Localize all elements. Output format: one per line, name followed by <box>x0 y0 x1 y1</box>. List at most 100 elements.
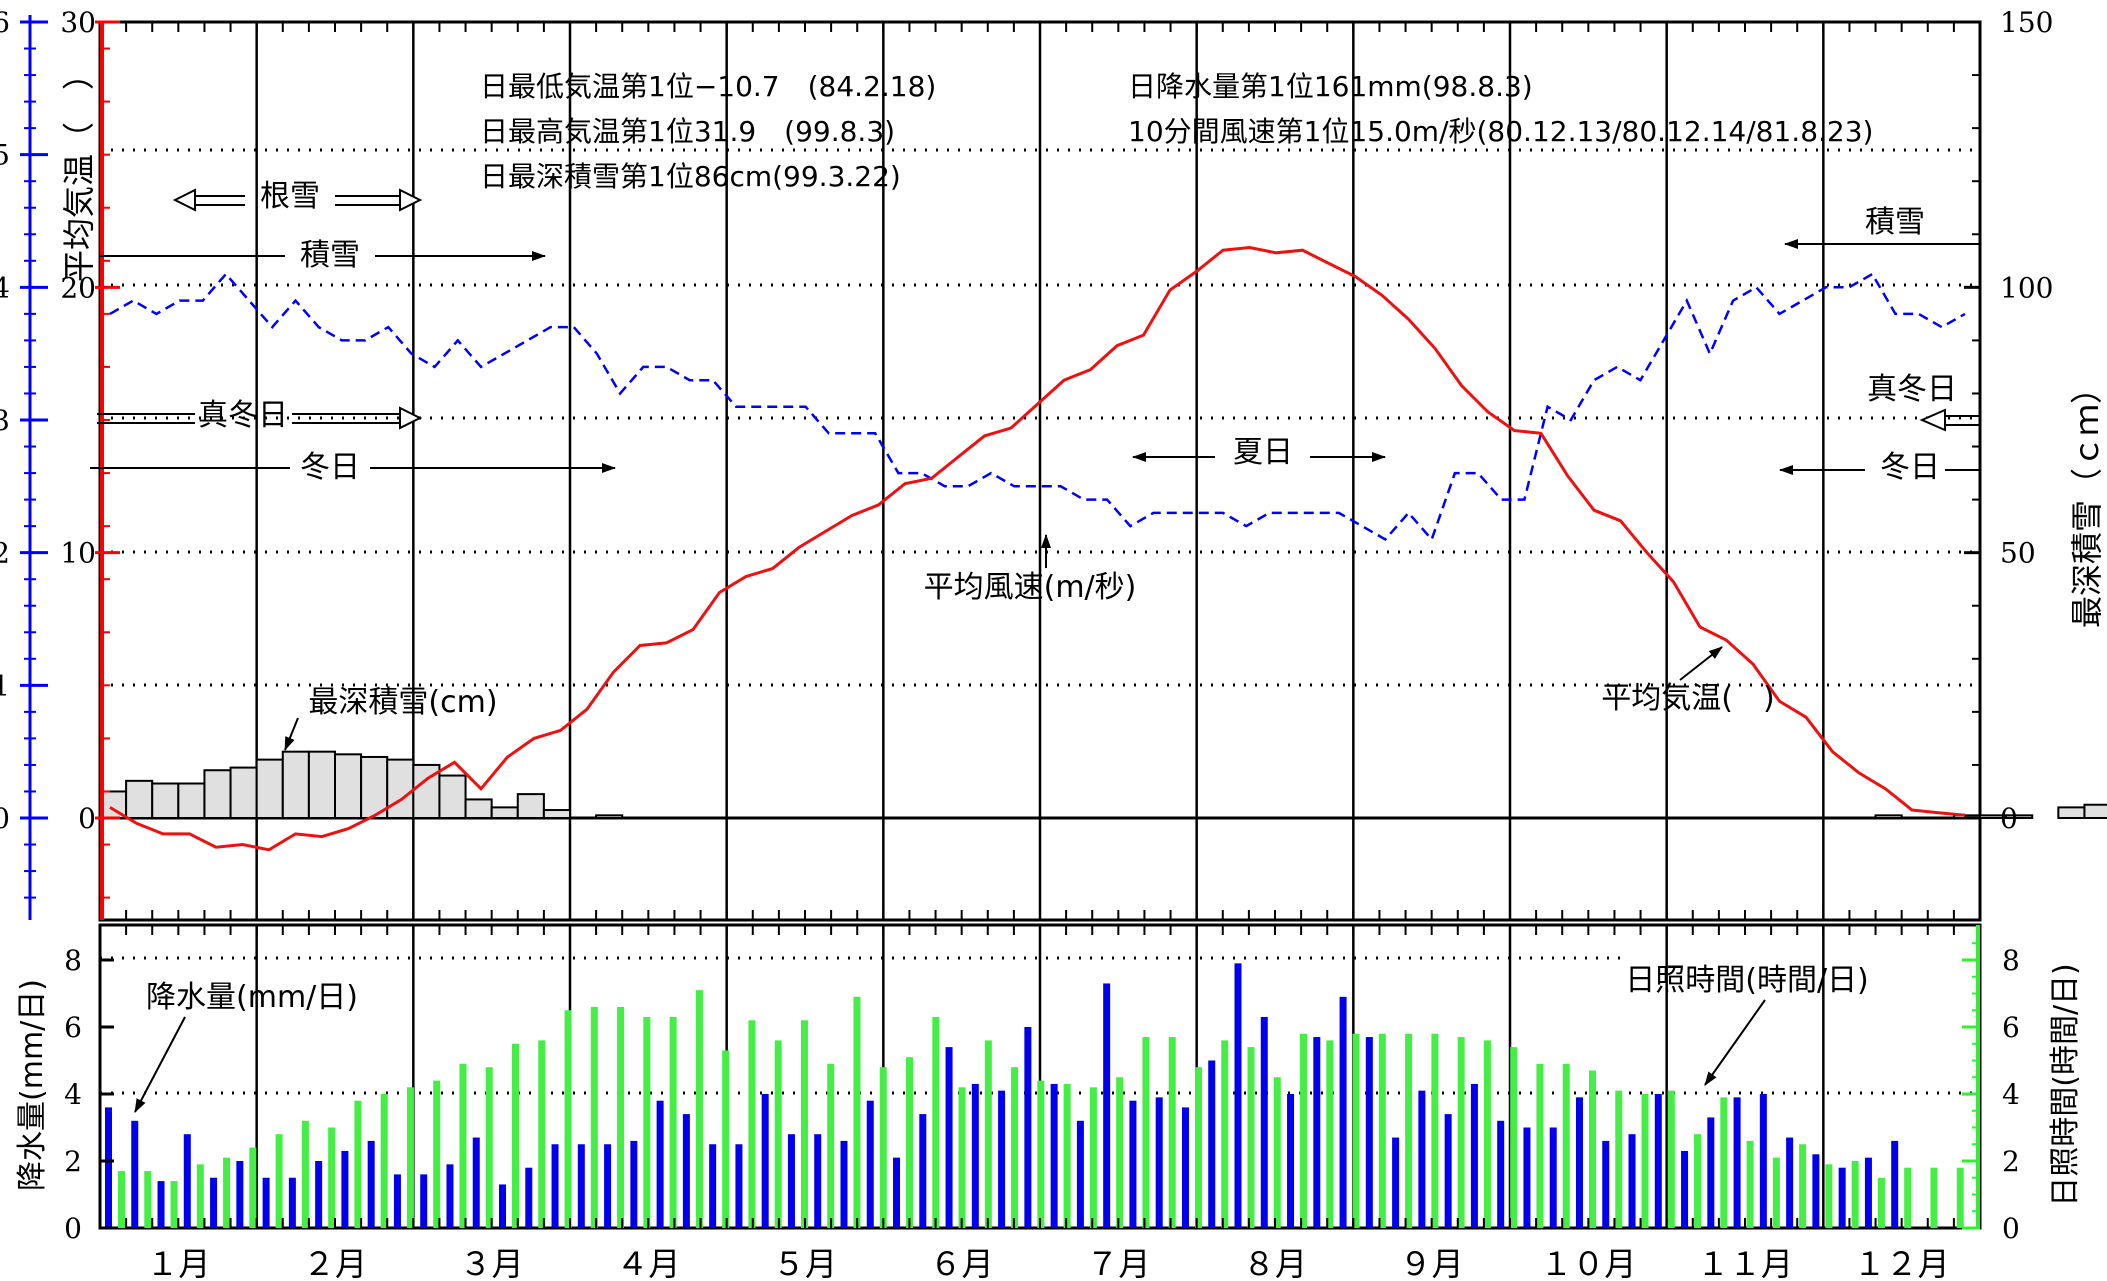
sunshine-tick-label: 4 <box>2002 1078 2020 1111</box>
sunshine-bar <box>1431 1033 1439 1228</box>
precip-bar <box>262 1177 270 1228</box>
fuyubi-label-right: 冬日 <box>1880 450 1940 485</box>
precip-bar <box>210 1177 218 1228</box>
sunshine-tick-label: 6 <box>2002 1011 2020 1044</box>
snow-bar <box>255 758 284 819</box>
precip-bar <box>1313 1037 1321 1228</box>
wind-tick-label: 3 <box>0 404 10 437</box>
precip-bar <box>525 1167 533 1228</box>
precip-tick-label: 0 <box>64 1212 82 1245</box>
sunshine-bar <box>1300 1033 1308 1228</box>
sunshine-bar <box>1378 1033 1386 1228</box>
precip-bar <box>1864 1157 1872 1228</box>
sunshine-axis-title: 日照時間(時間/日) <box>2048 963 2083 1207</box>
precip-bar <box>367 1140 375 1228</box>
month-label: ９月 <box>1400 1245 1464 1281</box>
sunshine-tick-label: 0 <box>2002 1212 2020 1245</box>
sunshine-bar <box>328 1127 336 1228</box>
sunshine-bar <box>223 1157 231 1228</box>
sunshine-bar <box>774 1040 782 1228</box>
sekisetsu-label-left: 積雪 <box>300 238 360 273</box>
month-label: １月 <box>146 1245 210 1281</box>
sunshine-bar <box>512 1043 520 1228</box>
month-label: ２月 <box>303 1245 367 1281</box>
temperature-line <box>109 245 1966 852</box>
wind-line <box>109 272 1966 542</box>
sunshine-bar <box>1221 1040 1229 1228</box>
sunshine-bar <box>853 996 861 1228</box>
sunshine-bar <box>1405 1033 1413 1228</box>
period-annotations: 根雪 積雪 真冬日 冬日 夏日 積雪 真冬日 <box>90 179 1980 485</box>
sunshine-bar <box>722 1050 730 1228</box>
wind-tick-label: 0 <box>0 802 10 835</box>
sunshine-series-label: 日照時間(時間/日) <box>1625 963 1869 998</box>
snow-bar <box>1874 814 1903 820</box>
sunshine-bar <box>932 1016 940 1228</box>
sunshine-bar <box>249 1147 257 1228</box>
wind-tick-label: 4 <box>0 271 10 304</box>
precip-bar <box>131 1120 139 1228</box>
mafuyubi-label-right: 真冬日 <box>1867 372 1957 407</box>
snow-bar <box>229 766 258 820</box>
precip-bar <box>709 1144 717 1228</box>
wind-tick-label: 1 <box>0 669 10 702</box>
precip-bar <box>1470 1083 1478 1228</box>
precip-bar <box>1076 1120 1084 1228</box>
temp-label-arrow <box>1679 646 1723 681</box>
series-annotations: 平均風速(m/秒) 平均気温( ) 最深積雪(cm) 降水量(mm/日) 日照時… <box>134 534 1869 1113</box>
sunshine-bar <box>1720 1097 1728 1228</box>
record-snow: 日最深積雪第1位86cm(99.3.22) <box>480 160 901 193</box>
sunshine-bar <box>1247 1047 1255 1228</box>
sunshine-bar <box>1168 1037 1176 1228</box>
sunshine-bar <box>144 1171 152 1228</box>
month-label: １０月 <box>1540 1245 1636 1281</box>
snow-bar <box>2083 803 2107 820</box>
sekisetsu-label-right: 積雪 <box>1865 205 1925 240</box>
sunshine-bar <box>800 1020 808 1228</box>
precip-bar <box>1733 1097 1741 1228</box>
precip-bar <box>1549 1127 1557 1228</box>
sunshine-bar <box>748 1020 756 1228</box>
snow-tick-label: 0 <box>2000 802 2018 835</box>
month-label: ６月 <box>930 1245 994 1281</box>
precip-bar <box>551 1144 559 1228</box>
sunshine-bar <box>196 1164 204 1228</box>
snow-tick-label: 100 <box>2000 271 2053 304</box>
sunshine-bar <box>669 1016 677 1228</box>
sunshine-bar <box>1588 1070 1596 1228</box>
temp-tick-label: 20 <box>60 271 96 304</box>
sunshine-bar <box>1562 1063 1570 1228</box>
snow-series-label: 最深積雪(cm) <box>308 685 497 720</box>
precip-bar <box>1234 963 1242 1228</box>
axes: 0 1 2 3 4 5 6 0 10 20 30 0 50 100 150 0 2 4 6 8 0 2 4 6 8 <box>0 6 2053 1245</box>
snow-tick-label: 50 <box>2000 537 2036 570</box>
precip-bar <box>1786 1137 1794 1228</box>
sunshine-bar <box>1772 1157 1780 1228</box>
sunshine-bar <box>906 1057 914 1228</box>
precip-bar <box>1891 1140 1899 1228</box>
precip-bar <box>1681 1150 1689 1228</box>
record-min-temp: 日最低気温第1位−10.7 (84.2.18) <box>480 70 936 103</box>
precip-bar <box>1024 1027 1032 1228</box>
mafuyubi-arrow-right <box>1919 408 1980 432</box>
month-labels: １月 ２月 ３月 ４月 ５月 ６月 ７月 ８月 ９月 １０月 １１月 １２月 <box>146 1245 1949 1281</box>
precip-bar <box>236 1161 244 1228</box>
month-label: ３月 <box>460 1245 524 1281</box>
sunshine-bar <box>564 1010 572 1228</box>
sunshine-bar <box>118 1171 125 1228</box>
month-label: １２月 <box>1854 1245 1950 1281</box>
precip-bar <box>1759 1094 1767 1228</box>
sunshine-bar <box>1930 1167 1938 1228</box>
precip-label-arrow <box>134 1016 186 1113</box>
sunshine-bar <box>406 1087 414 1228</box>
precip-sunshine-bars <box>105 963 1964 1228</box>
precip-bar <box>866 1100 874 1228</box>
precip-tick-label: 4 <box>64 1078 82 1111</box>
sunshine-bar <box>1825 1164 1833 1228</box>
sunshine-bar <box>1142 1037 1150 1228</box>
precip-bar <box>1812 1154 1820 1228</box>
konsetsu-label: 根雪 <box>260 179 320 214</box>
snow-bar <box>490 806 519 819</box>
sunshine-bar <box>1694 1134 1702 1228</box>
